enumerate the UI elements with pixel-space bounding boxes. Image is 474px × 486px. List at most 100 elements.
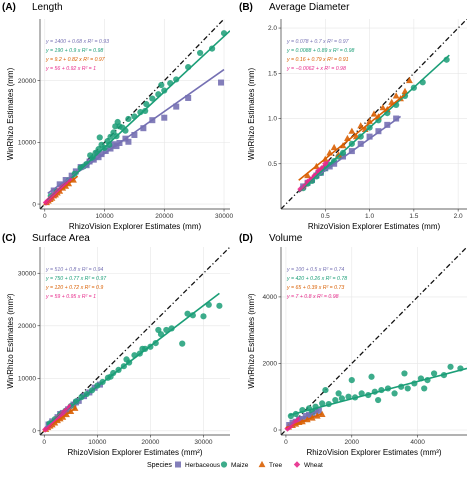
fit-line-tree <box>298 93 406 181</box>
point-herbaceous <box>98 151 105 158</box>
equation-tree: y = 9.2 + 0.82 x R² = 0.97 <box>45 57 106 63</box>
y-axis-title: WinRhizo Estimates (mm) <box>247 67 256 160</box>
y-tick-label: 2000 <box>263 361 278 368</box>
fit-line-wheat <box>43 404 72 432</box>
y-tick-label: 2.0 <box>268 25 277 32</box>
legend-label: Wheat <box>304 462 323 469</box>
x-tick-label: 20000 <box>155 213 173 220</box>
point-herbaceous <box>110 141 117 148</box>
y-axis-title: WinRhizo Estimates (mm³) <box>247 293 256 388</box>
y-tick-label: 1.0 <box>268 116 277 123</box>
y-tick-label: 1.5 <box>268 70 277 77</box>
equation-herbaceous: y = 510 + 0.8 x R² = 0.94 <box>45 267 103 273</box>
equation-wheat: y = 59 + 0.95 x R² = 1 <box>45 294 96 300</box>
point-tree <box>379 104 387 111</box>
point-herbaceous <box>125 138 132 145</box>
y-tick-label: 20000 <box>18 78 36 85</box>
panel-title: Average Diameter <box>269 2 350 13</box>
legend-key-wheat <box>293 461 301 468</box>
x-tick-label: 0.5 <box>321 213 330 220</box>
point-tree <box>406 76 413 84</box>
y-tick-label: 4000 <box>263 294 278 301</box>
equation-maize: y = 190 + 0.9 x R² = 0.98 <box>45 48 103 54</box>
point-herbaceous <box>375 128 382 135</box>
point-maize <box>421 385 428 392</box>
point-maize <box>332 396 339 404</box>
panel-2: (C) Surface Area 0 10000 20000 30000 0 10000 200… <box>2 233 230 457</box>
legend-item-herbaceous: Herbaceous <box>175 461 221 469</box>
plot-marks <box>281 247 467 435</box>
legend-label: Tree <box>269 462 283 469</box>
point-maize <box>125 115 132 123</box>
fit-line-maize <box>46 292 220 426</box>
panel-title: Surface Area <box>32 233 90 244</box>
legend-key-herbaceous <box>175 461 181 468</box>
point-maize <box>197 49 204 57</box>
point-herbaceous <box>161 114 168 121</box>
point-herbaceous <box>357 140 364 147</box>
equation-tree: y = 0.16 + 0.79 x R² = 0.91 <box>286 57 349 63</box>
point-maize <box>401 370 408 377</box>
point-tree <box>370 110 378 117</box>
panel-letter: (D) <box>239 233 253 244</box>
y-tick-label: 10000 <box>18 375 36 382</box>
x-tick-label: 0 <box>43 213 47 220</box>
point-maize <box>200 313 207 320</box>
fit-line-maize <box>298 54 450 193</box>
point-maize <box>345 393 352 400</box>
x-tick-label: 2000 <box>345 439 360 446</box>
panel-letter: (C) <box>2 233 16 244</box>
x-tick-label: 20000 <box>141 439 159 446</box>
legend: Species Herbaceous Maize Tree Wheat <box>147 460 323 469</box>
point-herbaceous <box>185 94 192 101</box>
equation-herbaceous: y = 100 + 0.5 x R² = 0.74 <box>286 267 344 273</box>
legend-key-maize <box>220 461 228 468</box>
point-maize <box>348 376 355 384</box>
point-maize <box>123 356 130 363</box>
fit-line-wheat <box>44 177 73 205</box>
fit-line-maize <box>47 30 230 201</box>
y-tick-label: 0 <box>32 201 36 208</box>
point-maize <box>142 107 149 115</box>
point-tree <box>335 151 342 158</box>
point-tree <box>330 143 338 151</box>
point-maize <box>179 340 186 347</box>
y-axis-title: WinRhizo Estimates (mm²) <box>6 293 15 388</box>
x-tick-label: 2.0 <box>454 213 463 220</box>
y-tick-label: 10000 <box>18 140 36 147</box>
point-maize <box>322 386 329 394</box>
fit-line-maize <box>289 367 467 416</box>
identity-line <box>281 247 467 435</box>
x-tick-label: 10000 <box>88 439 106 446</box>
point-maize <box>391 390 398 397</box>
panel-1: (B) Average Diameter 0.5 1.0 1.5 2.0 0.5 1.0 1.5… <box>239 2 467 231</box>
plot-marks <box>40 247 230 435</box>
point-herbaceous <box>384 121 391 128</box>
point-maize <box>96 134 103 141</box>
point-maize <box>161 87 168 94</box>
plot-marks <box>40 19 230 209</box>
legend-key-tree <box>258 460 266 468</box>
y-tick-label: 0.5 <box>268 161 277 168</box>
point-maize <box>447 363 454 370</box>
point-maize <box>368 373 375 380</box>
point-maize <box>184 310 191 317</box>
point-maize <box>168 325 175 332</box>
point-tree <box>357 122 365 129</box>
x-axis-title: RhizoVision Explorer Estimates (mm³) <box>307 448 442 457</box>
equation-tree: y = 65 + 0.39 x R² = 0.73 <box>286 285 344 291</box>
y-tick-label: 30000 <box>18 270 36 277</box>
x-tick-label: 0 <box>284 439 288 446</box>
legend-label: Maize <box>231 462 249 469</box>
fit-line-wheat <box>298 159 331 193</box>
point-herbaceous <box>102 148 109 155</box>
point-maize <box>149 95 156 102</box>
point-herbaceous <box>393 115 400 122</box>
point-tree <box>401 87 409 94</box>
point-herbaceous <box>340 153 346 160</box>
y-tick-label: 0 <box>32 428 36 435</box>
legend-title: Species <box>147 462 172 469</box>
equation-wheat: y = 56 + 0.92 x R² = 1 <box>45 66 96 72</box>
point-tree <box>392 92 400 99</box>
